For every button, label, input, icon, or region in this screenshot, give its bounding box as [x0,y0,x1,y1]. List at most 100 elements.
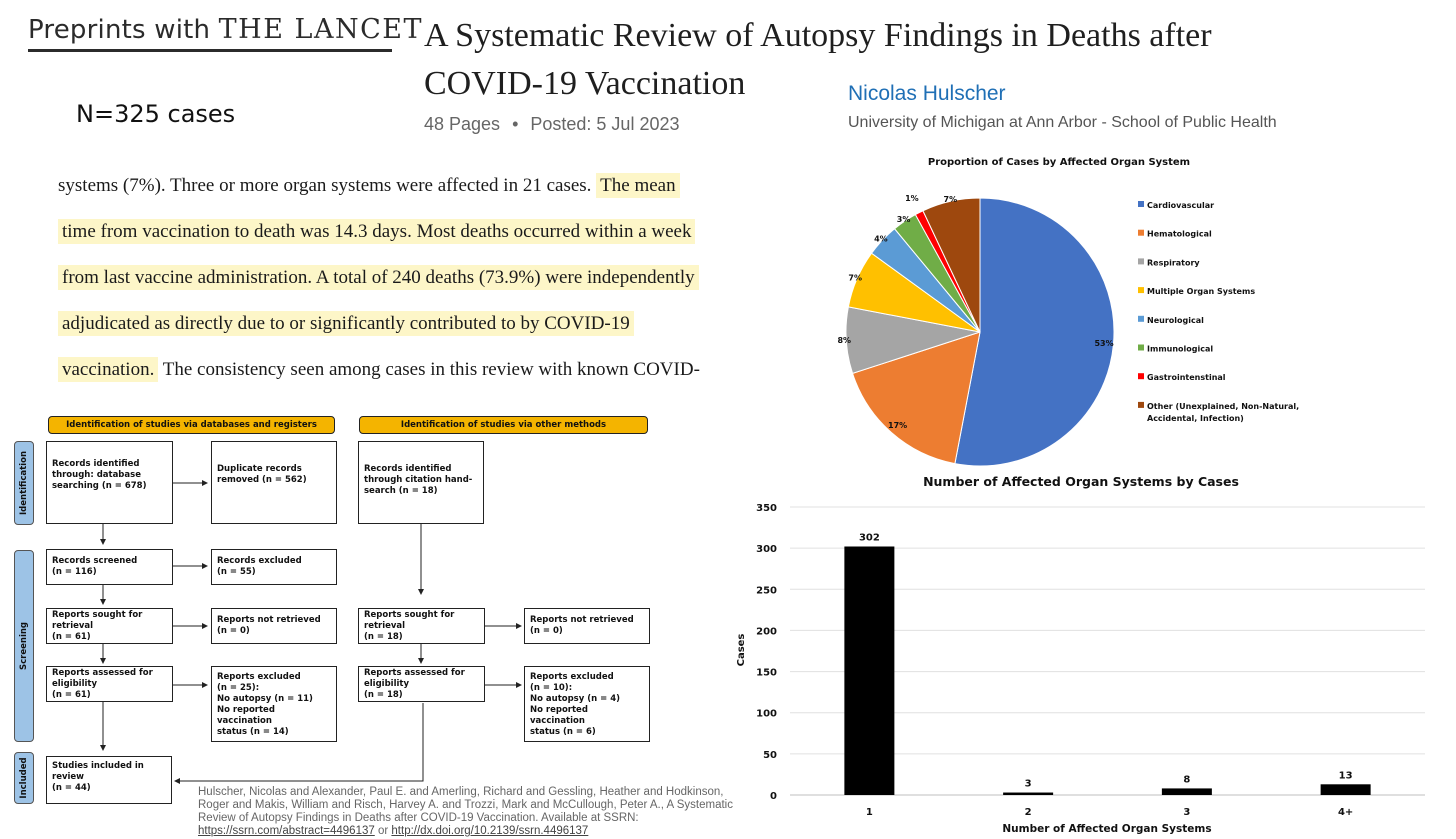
prisma-side-identification: Identification [14,441,34,525]
legend-label: Respiratory [1147,258,1200,267]
legend-swatch [1138,344,1144,351]
prisma-box-duplicates-removed: Duplicate records removed (n = 562) [211,441,337,524]
excerpt-highlight: adjudicated as directly due to or signif… [58,311,634,336]
prisma-box-reports-excluded-db: Reports excluded (n = 25): No autopsy (n… [211,666,337,742]
pie-data-label: 4% [874,234,888,243]
legend-label: Accidental, Infection) [1147,414,1244,423]
excerpt-line: vaccination. The consistency seen among … [58,354,778,400]
legend-label: Hematological [1147,230,1212,239]
bar-value-label: 13 [1339,770,1353,781]
y-tick-label: 50 [763,750,777,761]
legend-label: Cardiovascular [1147,201,1214,210]
x-tick-label: 2 [1025,807,1032,818]
pie-chart-canvas: Proportion of Cases by Affected Organ Sy… [837,157,1299,467]
legend-label: Multiple Organ Systems [1147,287,1255,296]
pie-data-label: 53% [1094,339,1113,348]
legend-label: Gastrointenstinal [1147,373,1226,382]
excerpt-line: systems (7%). Three or more organ system… [58,170,778,216]
prisma-box-assessed-db: Reports assessed for eligibility (n = 61… [46,666,173,702]
bar-value-label: 8 [1183,774,1190,785]
x-tick-label: 3 [1183,807,1190,818]
organ-system-pie-chart: Proportion of Cases by Affected Organ Sy… [820,150,1456,470]
logo-brand: THE LANCET [218,14,423,45]
excerpt-line: from last vaccine administration. A tota… [58,262,778,308]
meta-separator: • [512,114,519,134]
author-name-link[interactable]: Nicolas Hulscher [848,82,1006,105]
y-tick-label: 300 [756,544,777,555]
paper-title-line-1: A Systematic Review of Autopsy Findings … [424,17,1212,54]
prisma-header-other-methods: Identification of studies via other meth… [359,416,648,434]
pie-data-label: 1% [905,194,919,203]
pie-data-label: 17% [888,421,907,430]
pie-slice-other [922,197,981,333]
prisma-flow-diagram: Identification of studies via databases … [0,408,740,839]
prisma-box-reports-sought-other: Reports sought for retrieval (n = 18) [358,608,485,644]
doi-link[interactable]: http://dx.doi.org/10.2139/ssrn.4496137 [391,825,589,837]
case-count-label: N=325 cases [76,100,236,128]
paper-meta: 48 Pages • Posted: 5 Jul 2023 [424,114,679,135]
legend-swatch [1138,373,1144,380]
y-tick-label: 150 [756,668,777,679]
prisma-header-databases: Identification of studies via databases … [48,416,335,434]
pie-slice-hematological [851,331,981,465]
logo-underline [28,49,392,52]
bar-chart-canvas: Number of Affected Organ Systems by Case… [736,474,1425,835]
abstract-excerpt: systems (7%). Three or more organ system… [58,170,778,400]
prisma-box-assessed-other: Reports assessed for eligibility (n = 18… [358,666,485,702]
side-label: Included [19,757,29,799]
side-label: Identification [19,451,29,515]
prisma-box-reports-sought-db: Reports sought for retrieval (n = 61) [46,608,173,644]
prisma-box-not-retrieved-other: Reports not retrieved (n = 0) [524,608,650,644]
prisma-arrows [100,480,522,784]
logo-prefix: Preprints with [28,15,211,45]
x-tick-label: 1 [866,807,873,818]
bar-4+ [1320,784,1371,795]
excerpt-text: systems (7%). Three or more organ system… [58,175,592,196]
bar-value-label: 3 [1025,779,1032,790]
legend-swatch [1138,401,1144,408]
citation-text: Hulscher, Nicolas and Alexander, Paul E.… [198,786,733,824]
prisma-box-studies-included: Studies included in review (n = 44) [46,756,172,804]
page-count: 48 Pages [424,114,501,134]
legend-swatch [1138,258,1144,265]
side-label: Screening [19,622,29,670]
legend-swatch [1138,229,1144,236]
posted-date: Posted: 5 Jul 2023 [530,114,680,134]
legend-label: Neurological [1147,316,1204,325]
ssrn-abstract-link[interactable]: https://ssrn.com/abstract=4496137 [198,825,375,837]
bar-value-label: 302 [859,532,880,543]
prisma-box-reports-excluded-other: Reports excluded (n = 10): No autopsy (n… [524,666,650,742]
excerpt-text: The consistency seen among cases in this… [162,359,700,380]
lancet-preprints-logo: Preprints with THE LANCET [28,14,421,52]
paper-title-line-2: COVID-19 Vaccination [424,65,746,102]
y-tick-label: 350 [756,503,777,514]
excerpt-highlight: The mean [596,173,680,198]
excerpt-highlight: time from vaccination to death was 14.3 … [58,219,696,244]
legend-swatch [1138,287,1144,294]
legend-label: Immunological [1147,345,1213,354]
prisma-box-citation-search: Records identified through citation hand… [358,441,484,524]
legend-label: Other (Unexplained, Non-Natural, [1147,402,1299,411]
author-affiliation: University of Michigan at Ann Arbor - Sc… [848,114,1277,131]
legend-swatch [1138,315,1144,322]
citation-or: or [377,825,389,837]
bar-chart-x-axis-label: Number of Affected Organ Systems [1002,823,1211,835]
bar-chart-y-axis-label: Cases [736,634,747,667]
paper-title[interactable]: A Systematic Review of Autopsy Findings … [424,12,1324,108]
pie-slice-cardiovascular [954,197,1115,467]
excerpt-highlight: from last vaccine administration. A tota… [58,265,699,290]
bar-3 [1161,788,1212,795]
pie-chart-title: Proportion of Cases by Affected Organ Sy… [928,157,1190,168]
prisma-box-not-retrieved-db: Reports not retrieved (n = 0) [211,608,337,644]
excerpt-highlight: vaccination. [58,357,159,382]
bar-2 [1003,792,1054,795]
prisma-box-records-excluded: Records excluded (n = 55) [211,549,337,585]
organ-systems-bar-chart: Number of Affected Organ Systems by Case… [720,470,1456,839]
prisma-box-db-identified: Records identified through: database sea… [46,441,173,524]
y-tick-label: 100 [756,709,777,720]
pie-data-label: 8% [837,336,851,345]
pie-data-label: 7% [944,195,958,204]
y-tick-label: 250 [756,585,777,596]
y-tick-label: 200 [756,626,777,637]
prisma-box-records-screened: Records screened (n = 116) [46,549,173,585]
